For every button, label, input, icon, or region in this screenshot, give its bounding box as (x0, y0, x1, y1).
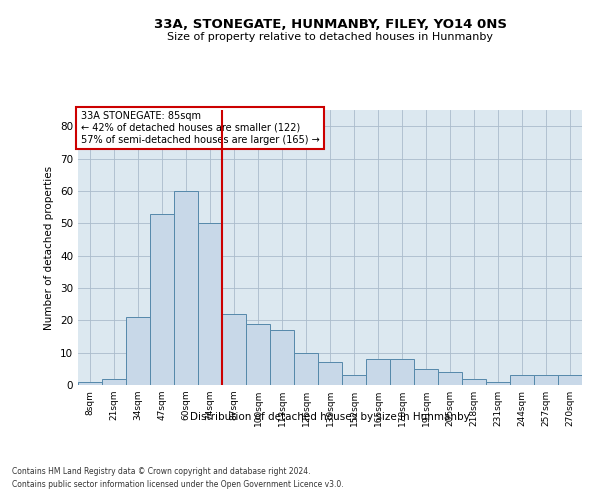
Bar (78, 382, 102, 385)
Bar (342, 376, 366, 385)
Text: Size of property relative to detached houses in Hunmanby: Size of property relative to detached ho… (167, 32, 493, 42)
Bar (270, 330, 294, 385)
Bar (462, 378, 486, 385)
Bar (198, 223, 222, 385)
Bar (294, 352, 318, 385)
Text: Contains public sector information licensed under the Open Government Licence v3: Contains public sector information licen… (12, 480, 344, 489)
Bar (174, 191, 198, 385)
Bar (390, 359, 414, 385)
Bar (222, 314, 246, 385)
Text: Distribution of detached houses by size in Hunmanby: Distribution of detached houses by size … (190, 412, 470, 422)
Bar (102, 378, 126, 385)
Text: 33A, STONEGATE, HUNMANBY, FILEY, YO14 0NS: 33A, STONEGATE, HUNMANBY, FILEY, YO14 0N… (154, 18, 506, 30)
Text: 33A STONEGATE: 85sqm
← 42% of detached houses are smaller (122)
57% of semi-deta: 33A STONEGATE: 85sqm ← 42% of detached h… (80, 112, 319, 144)
Bar (486, 382, 510, 385)
Bar (246, 324, 270, 385)
Y-axis label: Number of detached properties: Number of detached properties (44, 166, 55, 330)
Bar (126, 317, 150, 385)
Bar (558, 376, 582, 385)
Bar (414, 369, 438, 385)
Bar (150, 214, 174, 385)
Bar (510, 376, 534, 385)
Bar (366, 359, 390, 385)
Text: Contains HM Land Registry data © Crown copyright and database right 2024.: Contains HM Land Registry data © Crown c… (12, 468, 311, 476)
Bar (438, 372, 462, 385)
Bar (534, 376, 558, 385)
Bar (318, 362, 342, 385)
